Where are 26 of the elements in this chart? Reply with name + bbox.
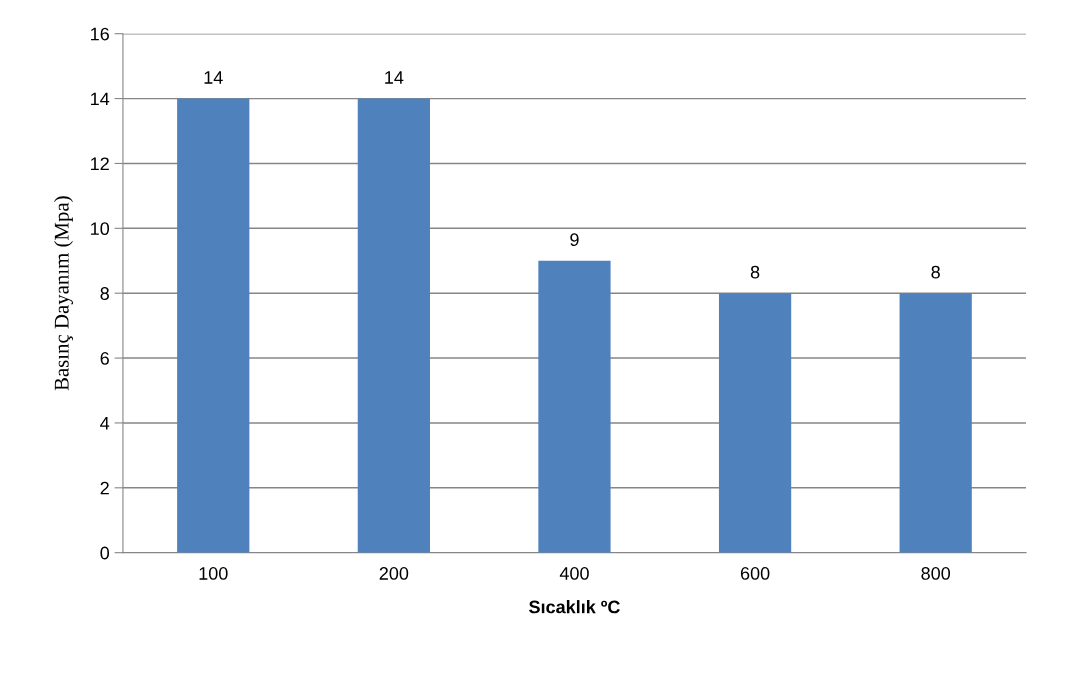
y-tick-label: 8 bbox=[100, 287, 109, 300]
bar bbox=[899, 293, 972, 553]
x-tick-label: 200 bbox=[379, 567, 409, 580]
bar bbox=[538, 260, 611, 553]
y-axis-title: Basınç Dayanım (Mpa) bbox=[54, 196, 73, 391]
y-tick-label: 16 bbox=[91, 27, 109, 41]
x-tick-label: 800 bbox=[921, 567, 951, 580]
data-label: 9 bbox=[570, 233, 579, 247]
y-tick-label: 0 bbox=[100, 546, 110, 560]
data-label: 8 bbox=[750, 265, 760, 279]
x-tick-label: 400 bbox=[559, 567, 589, 580]
data-label: 8 bbox=[931, 265, 940, 279]
y-tick-label: 4 bbox=[100, 417, 110, 430]
y-tick-label: 12 bbox=[91, 157, 109, 170]
y-tick-label: 6 bbox=[100, 352, 109, 365]
y-tick-label: 10 bbox=[91, 222, 110, 236]
y-tick-label: 14 bbox=[91, 92, 110, 106]
x-tick-label: 100 bbox=[199, 567, 228, 580]
bar bbox=[177, 98, 250, 553]
x-axis-title: Sıcaklık ºC bbox=[529, 600, 620, 614]
data-label: 14 bbox=[385, 71, 404, 84]
bar bbox=[357, 98, 430, 553]
y-tick-label: 2 bbox=[100, 481, 109, 495]
data-label: 14 bbox=[204, 71, 223, 84]
x-tick-label: 600 bbox=[740, 567, 770, 580]
bar bbox=[718, 293, 792, 553]
